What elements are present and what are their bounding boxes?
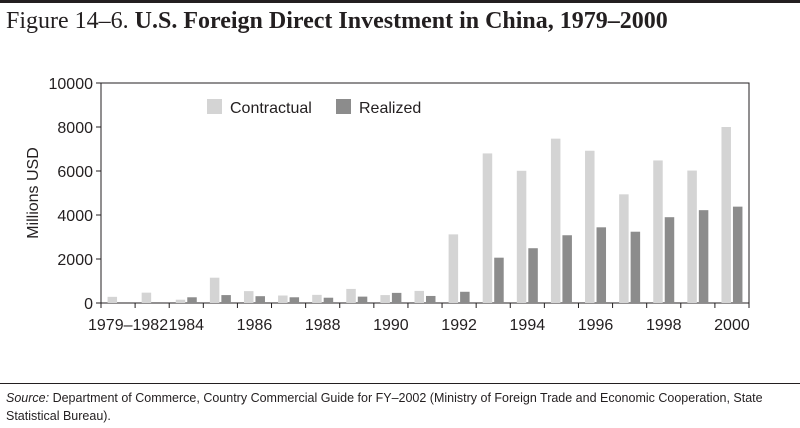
bar-contractual xyxy=(619,194,629,303)
plot-frame xyxy=(100,82,750,304)
bar-contractual xyxy=(175,299,186,303)
bar-realized xyxy=(255,296,265,303)
bar-realized xyxy=(698,210,709,303)
bar-realized xyxy=(596,227,607,303)
bar-contractual xyxy=(312,294,322,303)
bar-realized xyxy=(732,206,743,303)
legend-realized-swatch xyxy=(336,99,351,114)
bottom-rule xyxy=(0,383,800,384)
x-tick-label: 1998 xyxy=(646,317,682,334)
x-tick-label: 1988 xyxy=(305,317,341,334)
y-tick-label: 0 xyxy=(84,296,93,313)
bar-realized xyxy=(664,217,675,303)
y-tick-label: 6000 xyxy=(57,164,93,181)
bar-realized xyxy=(289,297,300,303)
bar-realized xyxy=(460,291,470,303)
bar-realized xyxy=(221,295,231,303)
bar-contractual xyxy=(278,295,288,303)
x-tick-label: 1994 xyxy=(510,317,546,334)
y-tick-label: 4000 xyxy=(57,208,93,225)
bar-contractual xyxy=(482,153,493,303)
x-tick-label: 2000 xyxy=(714,317,750,334)
bar-realized xyxy=(187,297,197,303)
bar-contractual xyxy=(721,127,731,303)
bar-realized xyxy=(630,231,641,303)
y-axis-label: Millions USD xyxy=(25,147,42,239)
legend-realized-label: Realized xyxy=(359,100,421,117)
bar-contractual xyxy=(687,170,697,303)
bar-contractual xyxy=(414,290,424,303)
bar-contractual xyxy=(516,170,527,303)
bar-contractual xyxy=(107,296,118,303)
bar-contractual xyxy=(448,234,459,303)
bar-realized xyxy=(391,292,402,303)
x-tick-label: 1990 xyxy=(373,317,409,334)
bar-contractual xyxy=(209,277,220,303)
x-tick-label: 1984 xyxy=(168,317,204,334)
figure-title: Figure 14–6. U.S. Foreign Direct Investm… xyxy=(6,8,668,35)
bar-contractual xyxy=(141,292,152,303)
x-tick-label: 1992 xyxy=(441,317,477,334)
legend-contractual-label: Contractual xyxy=(230,100,312,117)
y-tick-label: 8000 xyxy=(57,120,93,137)
x-tick-label: 1986 xyxy=(237,317,273,334)
bar-contractual xyxy=(346,288,356,303)
bar-contractual xyxy=(380,295,390,303)
bar-chart: 0 2000 4000 6000 8000 10000 Millions USD 1979–1… xyxy=(25,76,750,334)
bar-realized xyxy=(562,235,572,303)
x-tick-label: 1979–1982 xyxy=(88,317,168,334)
bar-realized xyxy=(528,248,538,303)
bar-realized xyxy=(494,257,504,303)
bar-contractual xyxy=(550,138,561,303)
y-tick-label: 10000 xyxy=(49,76,94,93)
top-rule xyxy=(0,0,800,3)
bar-contractual xyxy=(653,160,663,303)
bar-realized xyxy=(426,295,436,303)
bar-realized xyxy=(323,297,334,303)
source-note: Source: Department of Commerce, Country … xyxy=(6,389,794,425)
bar-contractual xyxy=(243,291,254,303)
bar-realized xyxy=(357,296,368,303)
bar-contractual xyxy=(585,150,595,303)
figure-number: Figure 14–6. xyxy=(6,8,129,34)
figure-name: U.S. Foreign Direct Investment in China,… xyxy=(134,8,668,34)
source-label: Source: xyxy=(6,391,50,405)
legend-contractual-swatch xyxy=(207,99,222,114)
y-tick-label: 2000 xyxy=(57,252,93,269)
source-text: Department of Commerce, Country Commerci… xyxy=(6,391,763,423)
x-tick-label: 1996 xyxy=(578,317,614,334)
